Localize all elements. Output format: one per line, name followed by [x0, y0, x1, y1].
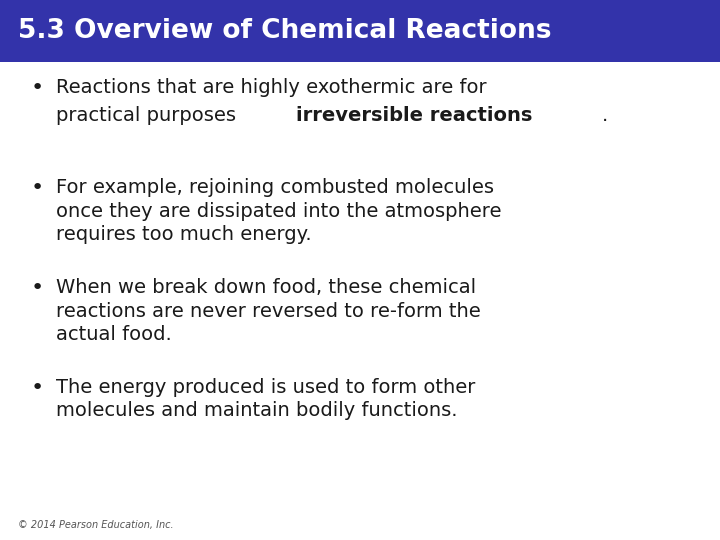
Text: .: . [601, 106, 608, 125]
Text: •: • [30, 178, 43, 198]
Text: irreversible reactions: irreversible reactions [297, 106, 533, 125]
Text: •: • [30, 278, 43, 298]
Text: The energy produced is used to form other
molecules and maintain bodily function: The energy produced is used to form othe… [56, 378, 475, 421]
Text: When we break down food, these chemical
reactions are never reversed to re-form : When we break down food, these chemical … [56, 278, 481, 344]
Text: practical purposes: practical purposes [56, 106, 243, 125]
Text: •: • [30, 378, 43, 398]
Text: © 2014 Pearson Education, Inc.: © 2014 Pearson Education, Inc. [18, 520, 174, 530]
Bar [0, 0, 720, 62]
Text: For example, rejoining combusted molecules
once they are dissipated into the atm: For example, rejoining combusted molecul… [56, 178, 502, 244]
Text: •: • [30, 78, 43, 98]
Text: 5.3 Overview of Chemical Reactions: 5.3 Overview of Chemical Reactions [18, 18, 552, 44]
Text: Reactions that are highly exothermic are for: Reactions that are highly exothermic are… [56, 78, 487, 97]
